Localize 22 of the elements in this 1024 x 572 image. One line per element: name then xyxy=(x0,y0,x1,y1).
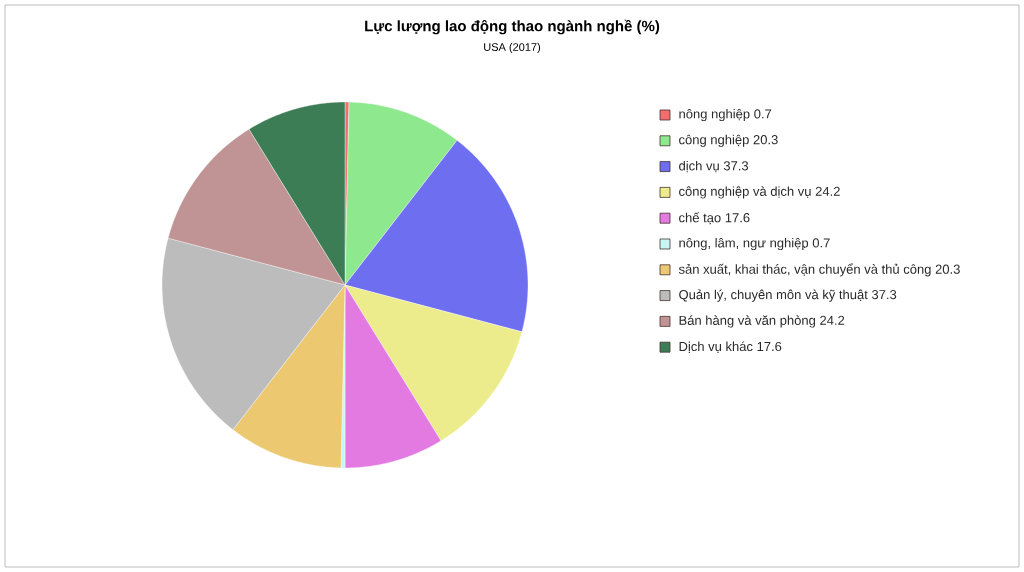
legend-label: công nghiệp xyxy=(679,134,749,147)
legend-label: chế tạo xyxy=(679,212,721,225)
legend-label: Dịch vụ khác xyxy=(679,341,753,353)
legend-label: Quản lý, chuyên môn và kỹ thuật xyxy=(679,289,868,302)
legend-label: nông nghiệp xyxy=(679,108,750,122)
data-label: 0.7 xyxy=(812,238,830,248)
data-label: 17.6 xyxy=(725,213,750,223)
data-label: 24.2 xyxy=(820,315,845,325)
legend-label: Bán hàng và văn phòng xyxy=(679,315,816,328)
data-label: 20.3 xyxy=(935,264,960,274)
chart-subtitle: USA (2017) xyxy=(484,42,541,54)
legend-label: sản xuất, khai thác, vận chuyển và thủ công xyxy=(678,263,931,277)
legend-label: dịch vụ xyxy=(679,160,719,173)
chart-title: Lực lượng lao động thao ngành nghề (%) xyxy=(365,19,660,35)
data-label: 20.3 xyxy=(753,135,778,145)
data-label: 37.3 xyxy=(723,161,749,171)
data-label: 37.3 xyxy=(871,290,897,300)
data-label: 24.2 xyxy=(815,186,840,196)
legend-label: nông, lâm, ngư nghiệp xyxy=(679,237,809,251)
data-label: 0.7 xyxy=(754,109,772,119)
data-label: 17.6 xyxy=(757,341,782,352)
legend-label: công nghiệp và dịch vụ xyxy=(679,186,811,199)
